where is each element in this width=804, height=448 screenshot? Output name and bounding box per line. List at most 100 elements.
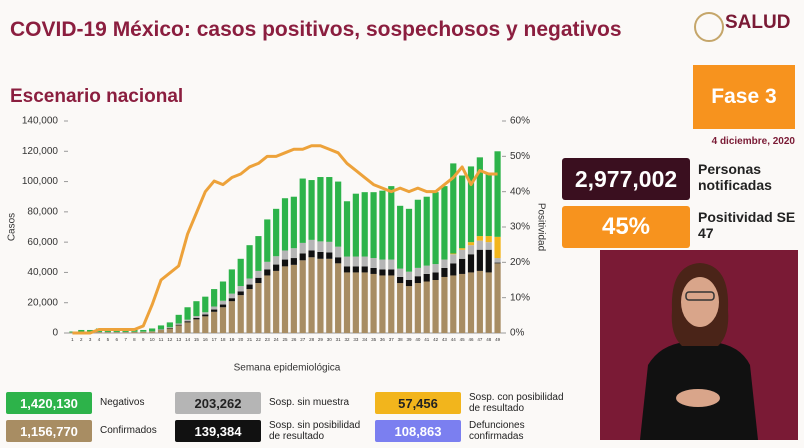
x-tick-label: 8: [133, 337, 136, 342]
legend-total: 203,262: [175, 392, 261, 414]
legend-total: 57,456: [375, 392, 461, 414]
bar-segment: [405, 271, 413, 280]
bar-segment: [175, 323, 182, 325]
x-tick-label: 19: [229, 337, 235, 342]
bar-segment: [432, 264, 439, 273]
bar-segment: [361, 256, 368, 267]
bar-segment: [193, 301, 200, 317]
bar-segment: [388, 269, 395, 276]
x-tick-label: 24: [274, 337, 280, 342]
interpreter-figure: [640, 263, 758, 440]
x-tick-label: 46: [468, 337, 474, 342]
bar-segment: [140, 329, 147, 332]
bar-segment: [246, 278, 253, 285]
bar-segment: [432, 192, 439, 265]
legend-label: Sosp. sin posibilidad de resultado: [269, 420, 361, 442]
bar-segment: [157, 329, 165, 333]
bar-segment: [441, 186, 448, 260]
bar-segment: [459, 248, 466, 250]
y2-axis-label: Positividad: [535, 203, 546, 251]
bar-segment: [467, 245, 475, 255]
bar-segment: [211, 311, 218, 333]
x-tick-label: 37: [389, 337, 395, 342]
bar-segment: [343, 266, 351, 273]
bar-segment: [202, 316, 209, 333]
x-tick-label: 4: [98, 337, 101, 342]
bar-segment: [211, 309, 218, 312]
bar-segment: [264, 219, 271, 262]
bar-segment: [485, 242, 492, 250]
x-tick-label: 14: [185, 337, 191, 342]
x-tick-label: 26: [291, 337, 297, 342]
bar-segment: [379, 275, 386, 333]
bar-segment: [317, 251, 324, 259]
positivity-line: [72, 144, 498, 335]
y2-tick-label: 0%: [510, 328, 525, 339]
bar-segment: [441, 276, 448, 333]
bar-segment: [379, 259, 386, 270]
bar-segment: [405, 208, 413, 272]
x-tick-label: 41: [424, 337, 430, 342]
bar-segment: [228, 298, 235, 302]
bar-segment: [343, 201, 351, 257]
bar-segment: [308, 257, 315, 333]
bar-segment: [485, 236, 492, 243]
bar-segment: [193, 319, 200, 333]
bar-segment: [326, 252, 333, 259]
bar-segment: [255, 277, 262, 284]
logo-emblem: [694, 12, 724, 42]
bar-segment: [423, 265, 430, 274]
bar-segment: [299, 242, 306, 254]
bar-segment: [414, 283, 421, 333]
x-tick-label: 30: [327, 337, 333, 342]
bar-segment: [157, 325, 165, 330]
x-tick-label: 22: [256, 337, 262, 342]
bar-segment: [184, 319, 191, 322]
face: [681, 277, 719, 327]
bar-segment: [432, 280, 439, 333]
y-tick-label: 60,000: [27, 237, 58, 248]
bar-segment: [352, 266, 359, 273]
x-tick-label: 47: [477, 337, 483, 342]
bar-segment: [175, 314, 182, 324]
bar-segment: [467, 166, 475, 243]
bar-segment: [211, 306, 218, 310]
bar-segment: [326, 241, 333, 253]
bar-segment: [149, 331, 156, 333]
bar-segment: [290, 258, 297, 265]
bar-segment: [405, 280, 413, 287]
x-tick-label: 21: [247, 337, 253, 342]
bar-segment: [485, 249, 492, 273]
x-tick-label: 43: [442, 337, 448, 342]
y-axis-label: Casos: [7, 213, 18, 241]
bar-segment: [476, 270, 483, 333]
bar-segment: [370, 267, 377, 274]
y-tick-label: 120,000: [22, 146, 59, 157]
bar-segment: [237, 291, 244, 296]
bar-segment: [343, 256, 351, 267]
bar-segment: [166, 322, 173, 328]
bar-segment: [450, 254, 457, 264]
y2-tick-label: 60%: [510, 116, 530, 127]
y2-tick-label: 50%: [510, 151, 530, 162]
bar-segment: [343, 272, 351, 333]
x-tick-label: 12: [167, 337, 173, 342]
x-tick-label: 27: [300, 337, 306, 342]
y-tick-label: 100,000: [22, 176, 59, 187]
bar-segment: [441, 259, 448, 268]
x-tick-label: 5: [107, 337, 110, 342]
bar-segment: [326, 258, 333, 333]
bar-segment: [494, 151, 501, 237]
legend-total: 1,156,770: [6, 420, 92, 442]
x-axis-label: Semana epidemiológica: [234, 363, 341, 374]
bar-segment: [131, 331, 138, 333]
bar-segment: [335, 263, 342, 333]
date: 4 diciembre, 2020: [711, 136, 795, 147]
bar-segment: [423, 281, 430, 333]
bar-segment: [414, 276, 421, 284]
bar-segment: [166, 327, 173, 329]
bar-segment: [95, 332, 103, 333]
x-tick-label: 25: [282, 337, 288, 342]
bar-segment: [219, 307, 227, 333]
